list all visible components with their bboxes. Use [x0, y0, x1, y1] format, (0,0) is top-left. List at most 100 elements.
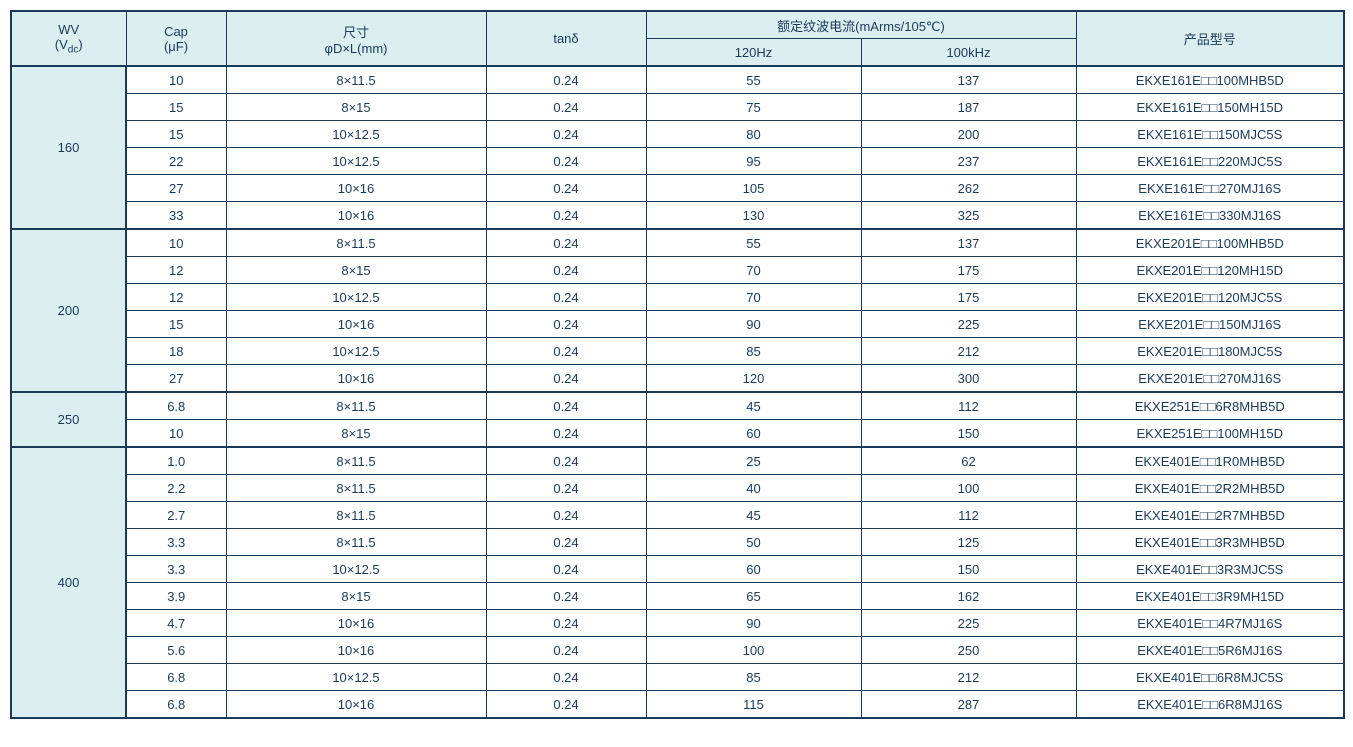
- size-cell: 8×15: [226, 420, 486, 448]
- ripple-120-cell: 50: [646, 529, 861, 556]
- header-wv: WV (Vdc): [11, 11, 126, 66]
- part-cell: EKXE251E□□100MH15D: [1076, 420, 1344, 448]
- size-cell: 10×12.5: [226, 148, 486, 175]
- ripple-100k-cell: 112: [861, 502, 1076, 529]
- cap-cell: 6.8: [126, 664, 226, 691]
- tan-cell: 0.24: [486, 365, 646, 393]
- tan-cell: 0.24: [486, 338, 646, 365]
- size-cell: 8×11.5: [226, 529, 486, 556]
- header-wv-line2: (Vdc): [55, 37, 83, 52]
- wv-cell: 200: [11, 229, 126, 392]
- ripple-120-cell: 120: [646, 365, 861, 393]
- part-cell: EKXE401E□□3R3MHB5D: [1076, 529, 1344, 556]
- wv-cell: 160: [11, 66, 126, 229]
- table-header: WV (Vdc) Cap (μF) 尺寸 φD×L(mm) tanδ 额定纹波电…: [11, 11, 1344, 66]
- tan-cell: 0.24: [486, 637, 646, 664]
- part-cell: EKXE401E□□2R7MHB5D: [1076, 502, 1344, 529]
- part-cell: EKXE251E□□6R8MHB5D: [1076, 392, 1344, 420]
- ripple-100k-cell: 162: [861, 583, 1076, 610]
- tan-cell: 0.24: [486, 691, 646, 719]
- size-cell: 10×16: [226, 365, 486, 393]
- cap-cell: 10: [126, 420, 226, 448]
- ripple-100k-cell: 100: [861, 475, 1076, 502]
- header-tan: tanδ: [486, 11, 646, 66]
- ripple-120-cell: 130: [646, 202, 861, 230]
- cap-cell: 6.8: [126, 392, 226, 420]
- capacitor-spec-table: WV (Vdc) Cap (μF) 尺寸 φD×L(mm) tanδ 额定纹波电…: [10, 10, 1345, 719]
- size-cell: 10×12.5: [226, 284, 486, 311]
- ripple-100k-cell: 212: [861, 664, 1076, 691]
- cap-cell: 33: [126, 202, 226, 230]
- ripple-120-cell: 60: [646, 420, 861, 448]
- ripple-100k-cell: 250: [861, 637, 1076, 664]
- part-cell: EKXE161E□□150MJC5S: [1076, 121, 1344, 148]
- table-row: 4.710×160.2490225EKXE401E□□4R7MJ16S: [11, 610, 1344, 637]
- size-cell: 8×15: [226, 94, 486, 121]
- ripple-100k-cell: 212: [861, 338, 1076, 365]
- part-cell: EKXE401E□□3R3MJC5S: [1076, 556, 1344, 583]
- cap-cell: 1.0: [126, 447, 226, 475]
- ripple-120-cell: 45: [646, 502, 861, 529]
- ripple-120-cell: 85: [646, 338, 861, 365]
- tan-cell: 0.24: [486, 392, 646, 420]
- header-part: 产品型号: [1076, 11, 1344, 66]
- size-cell: 10×12.5: [226, 664, 486, 691]
- ripple-100k-cell: 300: [861, 365, 1076, 393]
- ripple-120-cell: 95: [646, 148, 861, 175]
- cap-cell: 3.9: [126, 583, 226, 610]
- header-ripple: 额定纹波电流(mArms/105℃): [646, 11, 1076, 39]
- cap-cell: 22: [126, 148, 226, 175]
- cap-cell: 3.3: [126, 556, 226, 583]
- table-row: 3310×160.24130325EKXE161E□□330MJ16S: [11, 202, 1344, 230]
- table-row: 108×150.2460150EKXE251E□□100MH15D: [11, 420, 1344, 448]
- ripple-120-cell: 55: [646, 229, 861, 257]
- cap-cell: 2.7: [126, 502, 226, 529]
- part-cell: EKXE401E□□3R9MH15D: [1076, 583, 1344, 610]
- ripple-120-cell: 25: [646, 447, 861, 475]
- part-cell: EKXE401E□□2R2MHB5D: [1076, 475, 1344, 502]
- ripple-100k-cell: 137: [861, 66, 1076, 94]
- size-cell: 10×12.5: [226, 121, 486, 148]
- tan-cell: 0.24: [486, 529, 646, 556]
- size-cell: 10×16: [226, 202, 486, 230]
- ripple-100k-cell: 175: [861, 284, 1076, 311]
- ripple-120-cell: 75: [646, 94, 861, 121]
- table-row: 2210×12.50.2495237EKXE161E□□220MJC5S: [11, 148, 1344, 175]
- header-size-line2: φD×L(mm): [325, 41, 388, 56]
- cap-cell: 3.3: [126, 529, 226, 556]
- cap-cell: 15: [126, 121, 226, 148]
- part-cell: EKXE201E□□270MJ16S: [1076, 365, 1344, 393]
- cap-cell: 2.2: [126, 475, 226, 502]
- cap-cell: 6.8: [126, 691, 226, 719]
- ripple-120-cell: 105: [646, 175, 861, 202]
- ripple-100k-cell: 125: [861, 529, 1076, 556]
- size-cell: 8×11.5: [226, 475, 486, 502]
- header-size: 尺寸 φD×L(mm): [226, 11, 486, 66]
- ripple-120-cell: 80: [646, 121, 861, 148]
- tan-cell: 0.24: [486, 556, 646, 583]
- table-row: 3.310×12.50.2460150EKXE401E□□3R3MJC5S: [11, 556, 1344, 583]
- ripple-100k-cell: 325: [861, 202, 1076, 230]
- size-cell: 8×11.5: [226, 66, 486, 94]
- header-cap-line1: Cap: [164, 24, 188, 39]
- ripple-100k-cell: 175: [861, 257, 1076, 284]
- table-row: 3.98×150.2465162EKXE401E□□3R9MH15D: [11, 583, 1344, 610]
- tan-cell: 0.24: [486, 311, 646, 338]
- ripple-120-cell: 85: [646, 664, 861, 691]
- tan-cell: 0.24: [486, 66, 646, 94]
- tan-cell: 0.24: [486, 148, 646, 175]
- ripple-120-cell: 40: [646, 475, 861, 502]
- tan-cell: 0.24: [486, 121, 646, 148]
- tan-cell: 0.24: [486, 94, 646, 121]
- tan-cell: 0.24: [486, 202, 646, 230]
- table-row: 1810×12.50.2485212EKXE201E□□180MJC5S: [11, 338, 1344, 365]
- cap-cell: 5.6: [126, 637, 226, 664]
- cap-cell: 10: [126, 229, 226, 257]
- ripple-100k-cell: 150: [861, 556, 1076, 583]
- header-ripple-100k: 100kHz: [861, 39, 1076, 67]
- part-cell: EKXE201E□□100MHB5D: [1076, 229, 1344, 257]
- part-cell: EKXE401E□□1R0MHB5D: [1076, 447, 1344, 475]
- tan-cell: 0.24: [486, 284, 646, 311]
- table-row: 5.610×160.24100250EKXE401E□□5R6MJ16S: [11, 637, 1344, 664]
- ripple-100k-cell: 187: [861, 94, 1076, 121]
